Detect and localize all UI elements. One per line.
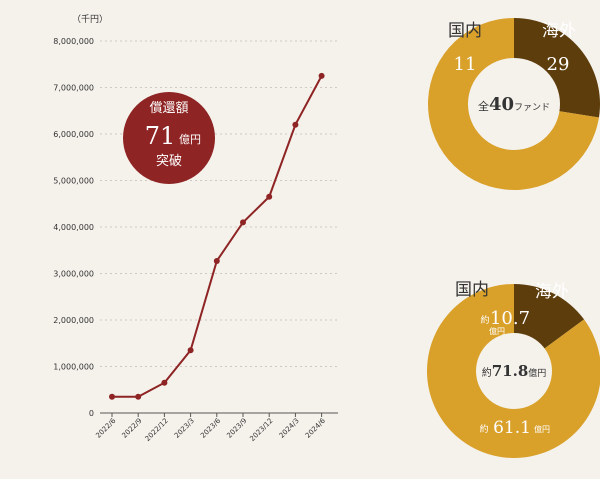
donut1-overseas-label: 海外 [542, 21, 576, 41]
data-point [109, 393, 115, 400]
badge-unit: 億円 [179, 133, 201, 146]
donut2-hole [476, 333, 552, 409]
x-tick-label: 2023/9 [225, 417, 248, 440]
data-point [318, 72, 325, 79]
donut1-domestic-label: 国内 [448, 21, 482, 41]
donut2-overseas-amount: 61.1 [493, 418, 531, 438]
donut2-overseas-prefix: 約 [479, 423, 488, 435]
x-tick-label: 2022/12 [144, 417, 170, 443]
y-tick-label: 7,000,000 [53, 84, 94, 93]
grid-lines [100, 40, 338, 367]
donut1-domestic-count: 11 [454, 54, 477, 75]
x-tick-label: 2022/9 [121, 417, 144, 440]
donut2-center-prefix: 約 [482, 366, 492, 379]
donut1-hole [468, 58, 560, 150]
donut2-domestic-amount: 10.7 [490, 308, 530, 329]
badge-line3: 突破 [156, 153, 182, 169]
data-point [213, 257, 220, 264]
redemption-badge: 償還額 71 億円 突破 [123, 92, 215, 184]
donut2-domestic-unit: 億円 [489, 326, 505, 336]
donut2-center-label: 約71.8億円 [482, 362, 547, 380]
donut2-domestic-prefix: 約 [480, 314, 489, 326]
data-points [109, 72, 325, 400]
y-tick-label: 2,000,000 [53, 316, 94, 325]
data-point [292, 121, 299, 128]
donut2-overseas-label: 海外 [535, 282, 569, 302]
donut2-overseas-unit: 億円 [534, 424, 550, 434]
redemption-line-chart: （千円） 0 1,000,000 2,000,000 3,000,000 4,000,0… [53, 14, 338, 443]
donut2-domestic-label: 国内 [455, 280, 489, 300]
y-tick-label: 5,000,000 [53, 177, 94, 186]
x-tick-label: 2023/3 [173, 417, 196, 440]
y-tick-label: 8,000,000 [53, 37, 94, 46]
badge-circle [123, 92, 215, 184]
donut1-center-prefix: 全 [478, 99, 489, 113]
unit-label: （千円） [72, 14, 108, 25]
y-tick-label: 4,000,000 [53, 223, 94, 232]
x-tick-label: 2023/6 [199, 416, 222, 439]
donut1-center-number: 40 [489, 94, 514, 115]
donut2-center-number: 71.8 [492, 362, 529, 380]
donut2-center-suffix: 億円 [528, 367, 546, 379]
donut1-center-suffix: ファンド [514, 103, 550, 113]
x-tick-label: 2024/6 [304, 416, 327, 439]
x-tick-labels: 2022/6 2022/9 2022/12 2023/3 2023/6 2023/9 202… [94, 413, 327, 443]
y-tick-labels: 0 1,000,000 2,000,000 3,000,000 4,000,000 5,0… [53, 37, 94, 418]
data-point [240, 219, 246, 226]
y-tick-label: 0 [89, 409, 94, 418]
y-tick-label: 6,000,000 [53, 130, 94, 139]
y-tick-label: 1,000,000 [53, 363, 94, 372]
x-tick-label: 2023/12 [248, 417, 274, 443]
fund-count-donut: 全40ファンド 国内 11 海外 29 [428, 18, 600, 190]
donut1-center-label: 全40ファンド [478, 94, 550, 115]
data-point [187, 347, 194, 354]
data-point [135, 393, 142, 400]
badge-line1: 償還額 [149, 101, 188, 116]
donut1-overseas-count: 29 [547, 54, 570, 75]
data-point [161, 379, 168, 386]
data-point [266, 193, 273, 200]
amount-donut: 約71.8億円 国内 約 10.7 億円 海外 約 61.1 億円 [427, 280, 600, 458]
x-tick-label: 2024/3 [278, 417, 301, 440]
badge-number: 71 [145, 122, 176, 150]
y-tick-label: 3,000,000 [53, 270, 94, 279]
x-tick-label: 2022/6 [94, 416, 117, 439]
